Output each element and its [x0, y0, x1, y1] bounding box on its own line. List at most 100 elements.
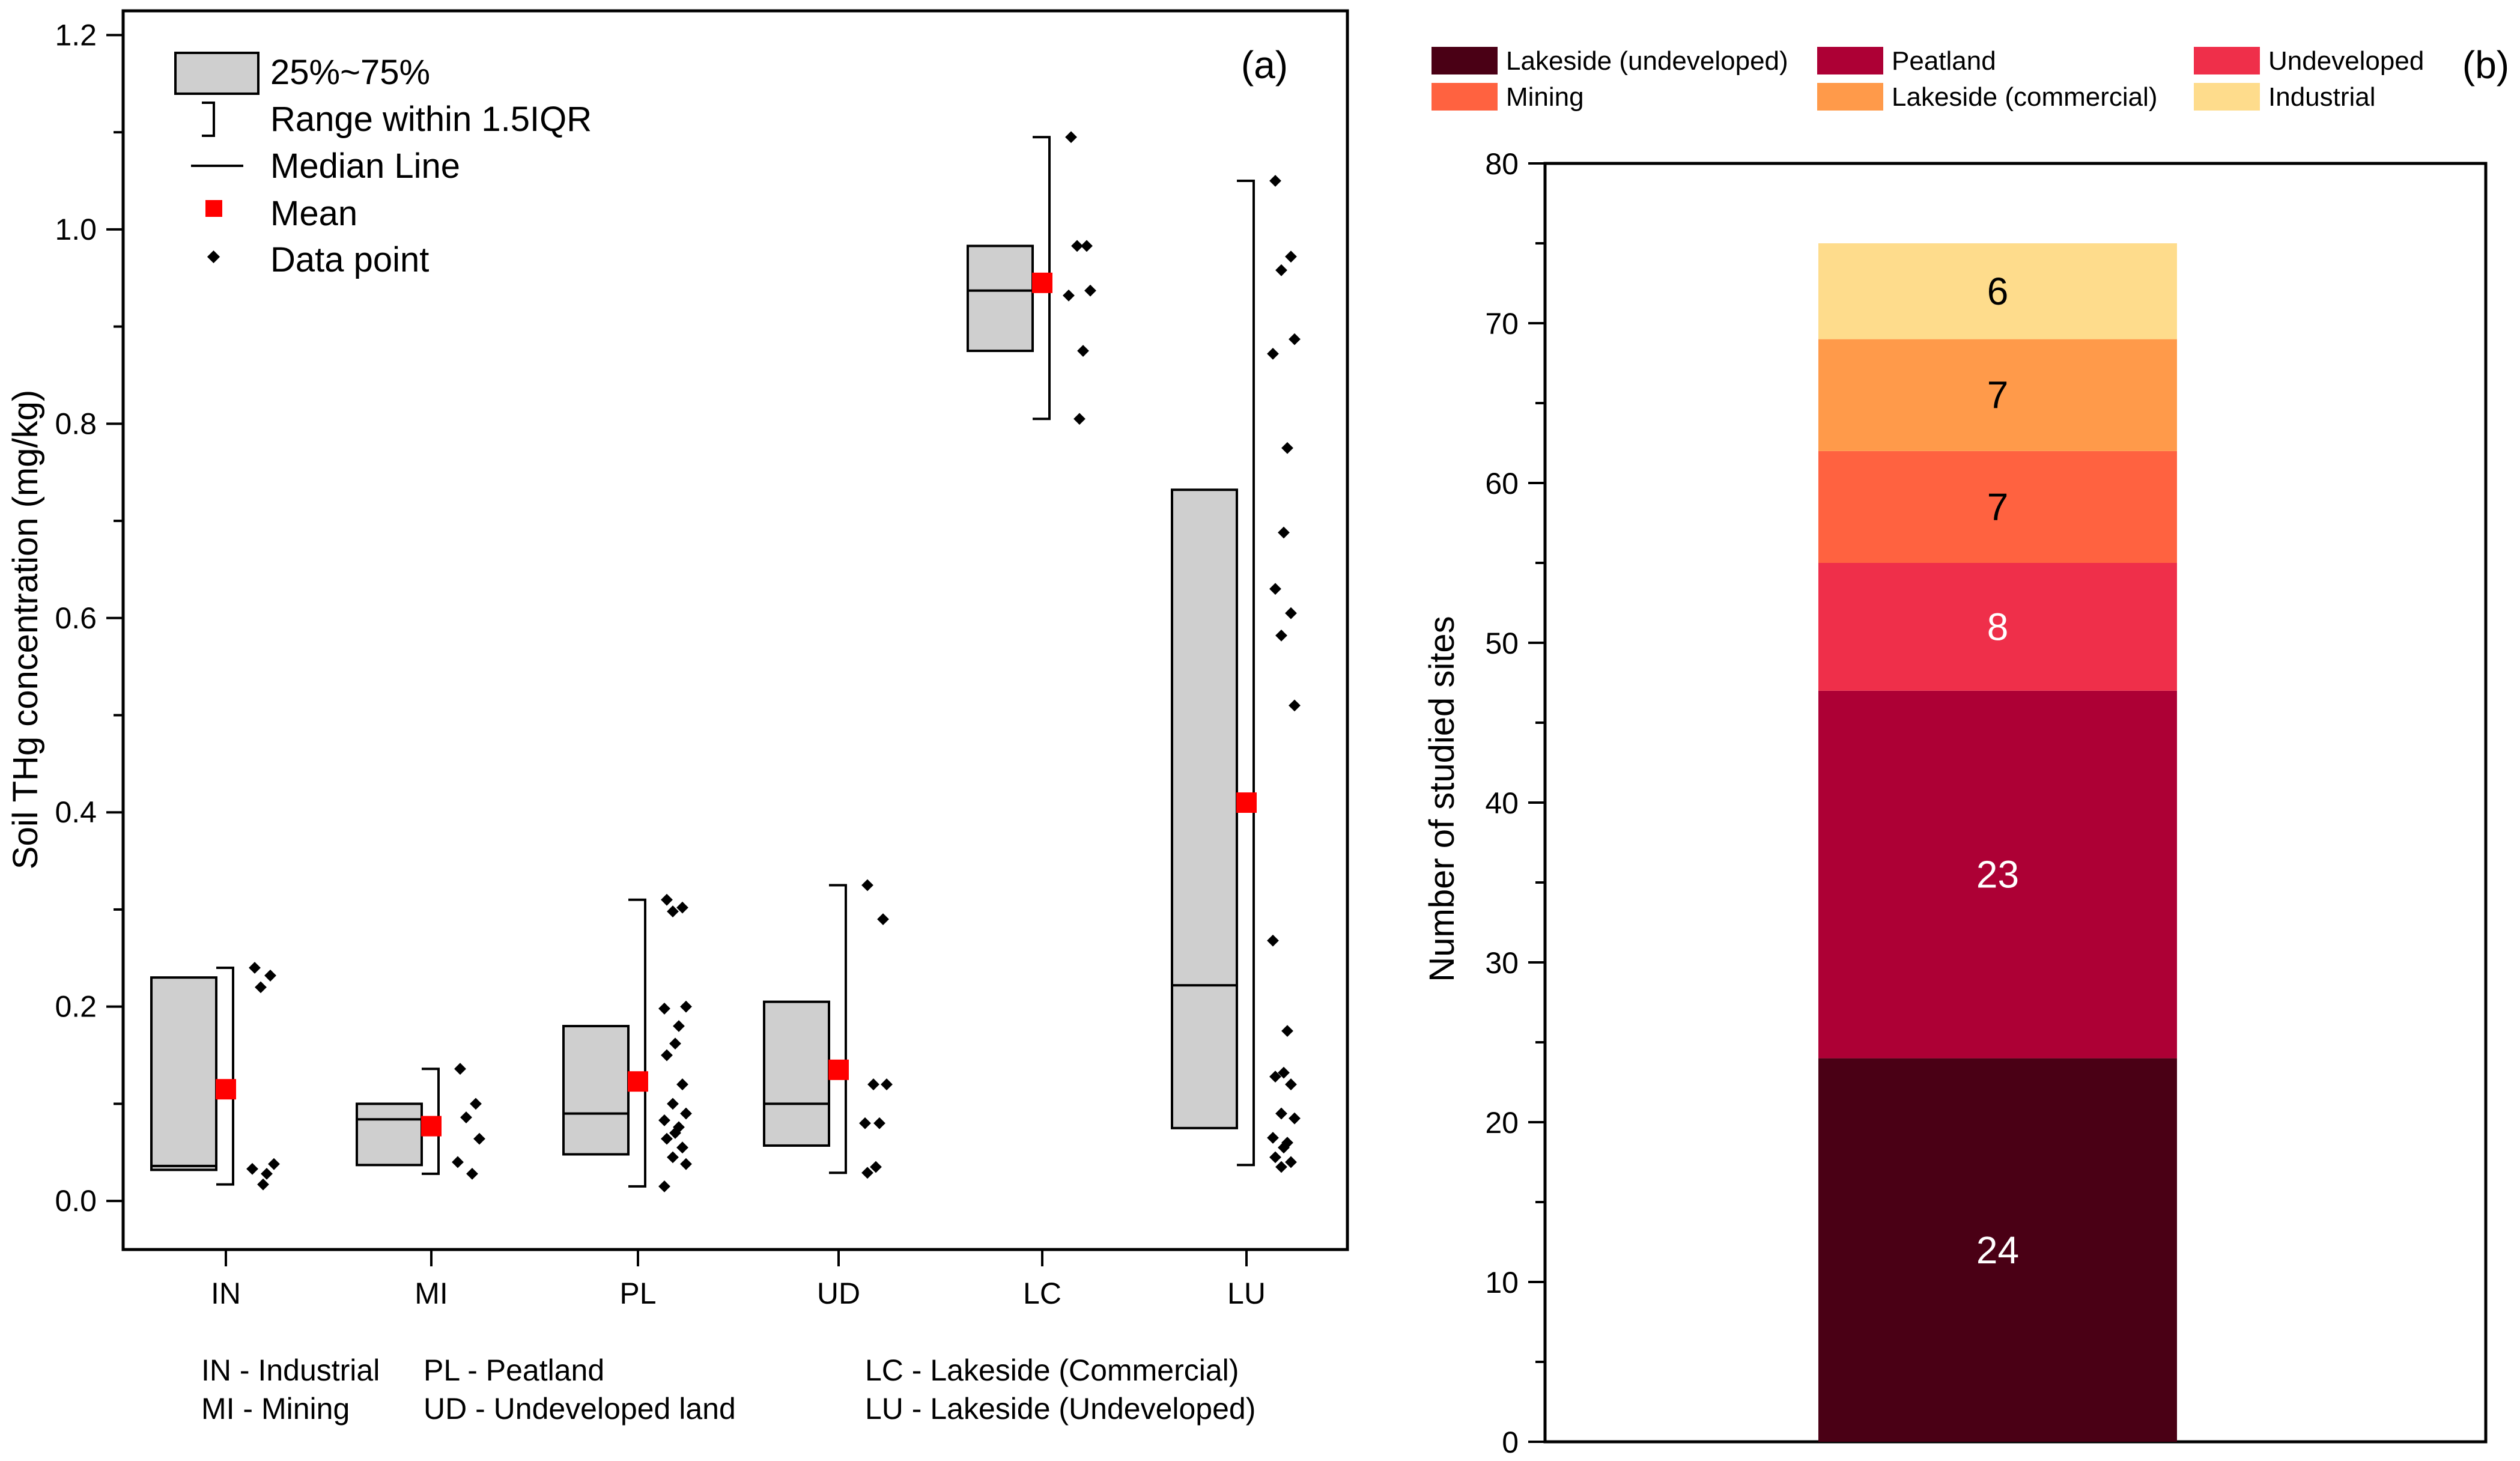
- data-point: [1285, 251, 1297, 263]
- data-point: [661, 893, 673, 906]
- mean-marker: [421, 1116, 442, 1137]
- bar-segment-value: 6: [1987, 270, 2009, 313]
- y-tick-label-b: 50: [1485, 627, 1519, 660]
- legend-median-label: Median Line: [270, 147, 460, 186]
- y-tick-label-b: 70: [1485, 307, 1519, 341]
- iqr-box: [562, 1025, 630, 1156]
- data-point: [658, 1114, 670, 1126]
- data-point: [264, 970, 276, 982]
- y-tick-label-b: 40: [1485, 786, 1519, 820]
- data-point: [1065, 131, 1077, 144]
- data-point: [1275, 264, 1287, 276]
- abbr-pl: PL - Peatland: [424, 1353, 604, 1387]
- data-point: [452, 1156, 464, 1168]
- bar-segment-lakeside-undeveloped: [1818, 1058, 2177, 1442]
- legend-label: Lakeside (commercial): [1892, 82, 2158, 112]
- legend-point-label: Data point: [270, 240, 429, 279]
- x-tick-label-lc: LC: [1023, 1277, 1061, 1310]
- data-point: [261, 1167, 273, 1180]
- data-point: [1275, 629, 1287, 642]
- iqr-box: [150, 976, 217, 1171]
- data-point: [1071, 240, 1083, 252]
- stacked-bar: 24 23 8 7 7 6: [1818, 243, 2177, 1442]
- legend-a: 25%~75% Range within 1.5IQR Median Line …: [174, 52, 592, 279]
- y-axis-title-a: Soil THg concentration (mg/kg): [6, 390, 45, 869]
- data-point: [1275, 1161, 1287, 1173]
- panel-label-b: (b): [2462, 43, 2509, 87]
- legend-label: Undeveloped: [2268, 46, 2424, 76]
- y-tick-label-a: 1.0: [55, 213, 97, 246]
- data-point: [1285, 607, 1297, 619]
- y-tick-label-a: 0.8: [55, 407, 97, 440]
- data-point: [257, 1178, 269, 1191]
- data-point: [680, 1158, 692, 1170]
- data-point: [249, 962, 261, 974]
- abbr-mi: MI - Mining: [201, 1392, 350, 1426]
- data-point: [870, 1161, 882, 1173]
- legend-swatch: [2194, 83, 2260, 111]
- y-tick-label-b: 20: [1485, 1106, 1519, 1140]
- data-point: [658, 1180, 670, 1192]
- y-axis-a: 0.0 0.2 0.4 0.6 0.8 1.0 1.2: [55, 18, 123, 1218]
- data-point: [669, 1037, 681, 1050]
- data-point: [1267, 934, 1279, 947]
- box-mi: [356, 1063, 485, 1180]
- bar-segment-value: 8: [1987, 605, 2009, 648]
- plot-frame-a: [121, 9, 1349, 1251]
- iqr-box: [1171, 488, 1238, 1129]
- data-point: [667, 905, 679, 918]
- data-point: [1269, 175, 1281, 187]
- legend-label: Peatland: [1892, 46, 1996, 76]
- x-tick-label-ud: UD: [817, 1277, 860, 1310]
- data-point: [473, 1132, 485, 1145]
- data-point: [1081, 240, 1093, 252]
- y-tick-label-a: 0.2: [55, 990, 97, 1024]
- whisker: [216, 967, 234, 1186]
- y-axis-b: 0 10 20 30 40 50 60 70 80: [1485, 147, 1545, 1459]
- y-tick-label-b: 0: [1502, 1426, 1519, 1459]
- iqr-box: [356, 1102, 423, 1167]
- data-point: [1077, 345, 1089, 357]
- y-tick-label-a: 0.0: [55, 1184, 97, 1218]
- bar-segment-value: 7: [1987, 374, 2009, 417]
- data-point: [470, 1098, 482, 1110]
- legend-swatch: [1432, 47, 1498, 74]
- box-lc: [967, 131, 1096, 425]
- data-point: [680, 1107, 692, 1120]
- whisker: [1237, 180, 1255, 1167]
- data-point: [1278, 1066, 1290, 1079]
- y-tick-label-a: 0.4: [55, 795, 97, 829]
- data-point: [454, 1063, 466, 1075]
- data-point: [867, 1078, 879, 1090]
- data-point: [1281, 1025, 1293, 1037]
- bar-segment-value: 24: [1976, 1229, 2019, 1272]
- bar-segment-undeveloped: [1818, 563, 2177, 691]
- data-point: [1289, 1112, 1301, 1125]
- y-tick-label-b: 10: [1485, 1266, 1519, 1299]
- mean-marker: [828, 1059, 849, 1080]
- data-point: [661, 1049, 673, 1062]
- bar-segment-value: 7: [1987, 485, 2009, 529]
- bar-segment-industrial: [1818, 243, 2177, 339]
- abbreviation-key: IN - Industrial MI - Mining PL - Peatlan…: [201, 1353, 1255, 1426]
- x-tick-label-lu: LU: [1227, 1277, 1266, 1310]
- mean-marker: [1236, 792, 1257, 813]
- whisker: [628, 898, 646, 1188]
- data-point: [255, 981, 267, 994]
- data-point: [460, 1111, 472, 1123]
- data-point: [680, 1000, 692, 1013]
- legend-label: Mining: [1506, 82, 1584, 112]
- y-tick-label-a: 1.2: [55, 18, 97, 52]
- data-point: [1275, 1107, 1287, 1120]
- x-tick-label-in: IN: [211, 1277, 241, 1310]
- abbr-lc: LC - Lakeside (Commercial): [865, 1353, 1239, 1387]
- box-ud: [763, 879, 893, 1179]
- legend-label: Lakeside (undeveloped): [1506, 46, 1788, 76]
- data-point: [1278, 1141, 1290, 1154]
- legend-swatch: [1432, 83, 1498, 111]
- data-point: [1278, 526, 1290, 539]
- data-point: [268, 1158, 280, 1170]
- data-point: [861, 1167, 873, 1179]
- data-point: [1073, 413, 1085, 425]
- data-point: [1281, 442, 1293, 454]
